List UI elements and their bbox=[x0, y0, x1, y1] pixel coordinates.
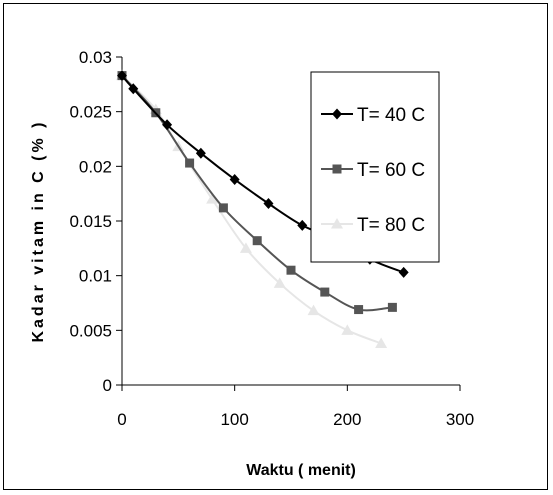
legend-item: T= 60 C bbox=[321, 160, 425, 181]
data-point bbox=[252, 236, 262, 246]
x-axis-title: Waktu ( menit) bbox=[246, 462, 356, 479]
data-point bbox=[387, 302, 397, 312]
data-point bbox=[263, 198, 274, 210]
y-tick-label: 0.025 bbox=[69, 103, 112, 122]
legend-item: T= 80 C bbox=[321, 215, 425, 236]
chart-frame bbox=[3, 3, 548, 490]
data-point bbox=[320, 287, 330, 297]
data-point bbox=[398, 266, 409, 278]
x-tick-label: 100 bbox=[220, 410, 248, 429]
legend-label: T= 60 C bbox=[357, 160, 425, 181]
data-point bbox=[229, 173, 240, 185]
data-point bbox=[354, 305, 364, 315]
data-point bbox=[206, 193, 219, 204]
legend-swatch-marker bbox=[331, 218, 343, 229]
legend-label: T= 40 C bbox=[357, 105, 425, 126]
legend-swatch-marker bbox=[332, 108, 342, 120]
y-tick-label: 0.01 bbox=[79, 267, 112, 286]
legend: T= 40 C T= 60 C T= 80 C bbox=[310, 71, 440, 263]
data-point bbox=[185, 158, 195, 168]
data-point bbox=[239, 242, 252, 253]
data-point bbox=[307, 304, 320, 316]
data-point bbox=[375, 337, 388, 348]
data-point bbox=[117, 70, 127, 82]
data-point bbox=[195, 147, 206, 159]
data-point bbox=[297, 219, 308, 231]
data-point bbox=[341, 324, 354, 335]
y-tick-label: 0.02 bbox=[79, 157, 112, 176]
data-point bbox=[162, 119, 173, 131]
x-tick-label: 0 bbox=[117, 410, 126, 429]
y-tick-label: 0.03 bbox=[79, 48, 112, 67]
y-tick-label: 0.005 bbox=[69, 321, 112, 340]
data-point bbox=[286, 265, 296, 275]
data-point bbox=[273, 277, 286, 288]
y-tick-label: 0 bbox=[103, 376, 112, 395]
y-axis-title: Kadar vitam in C (% ) bbox=[30, 119, 47, 342]
legend-item: T= 40 C bbox=[321, 105, 425, 126]
data-point bbox=[218, 203, 228, 213]
x-tick-label: 200 bbox=[333, 410, 361, 429]
x-tick-label: 300 bbox=[446, 410, 474, 429]
legend-swatch-marker bbox=[332, 164, 342, 174]
y-tick-label: 0.015 bbox=[69, 212, 112, 231]
legend-label: T= 80 C bbox=[357, 215, 425, 236]
ticks: 0 0.005 0.01 0.015 0.02 0.025 0.03 0 100 200 300 bbox=[69, 48, 474, 429]
legend-box bbox=[310, 71, 440, 263]
data-point bbox=[128, 83, 139, 95]
